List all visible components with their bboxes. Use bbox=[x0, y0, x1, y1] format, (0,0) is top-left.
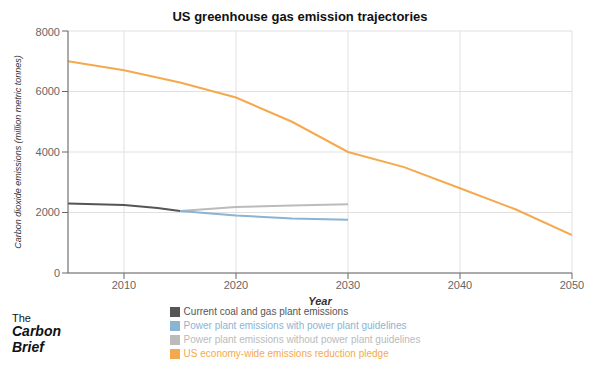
svg-text:2020: 2020 bbox=[224, 279, 248, 291]
svg-text:4000: 4000 bbox=[36, 146, 60, 158]
svg-text:2000: 2000 bbox=[36, 206, 60, 218]
svg-text:2050: 2050 bbox=[560, 279, 584, 291]
svg-text:0: 0 bbox=[54, 267, 60, 279]
html-text:Carbon: Carbon bbox=[12, 323, 61, 340]
html-text:Brief: Brief bbox=[12, 338, 44, 355]
html-text:Power plant emissions without: Power plant emissions without power plan… bbox=[183, 334, 421, 345]
svg-text:2040: 2040 bbox=[448, 279, 472, 291]
svg-text:2010: 2010 bbox=[112, 279, 136, 291]
svg-text:Carbon dioxide emissions (mill: Carbon dioxide emissions (million metric… bbox=[13, 55, 23, 249]
html-text:The: The bbox=[12, 312, 31, 325]
svg-text:6000: 6000 bbox=[36, 85, 60, 97]
svg-text:Year: Year bbox=[308, 295, 332, 307]
html-text:US economy-wide emissions redu: US economy-wide emissions reduction pled… bbox=[183, 348, 389, 359]
svg-text:8000: 8000 bbox=[36, 26, 60, 38]
svg-text:2030: 2030 bbox=[336, 279, 360, 291]
html-text:Power plant emissions with pow: Power plant emissions with power plant g… bbox=[183, 320, 407, 331]
html-text:US greenhouse gas emission tra: US greenhouse gas emission trajectories bbox=[172, 9, 428, 24]
html-text:Current coal and gas plant emi: Current coal and gas plant emissions bbox=[183, 306, 349, 317]
